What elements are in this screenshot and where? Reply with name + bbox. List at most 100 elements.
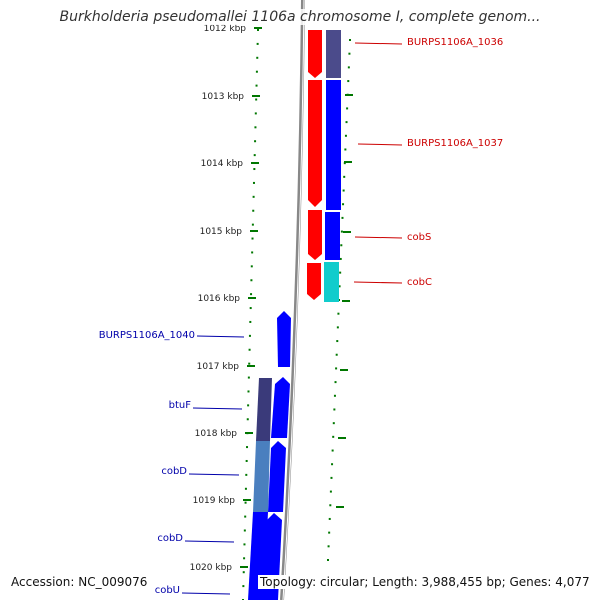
tick-dot [344,148,347,151]
gene-feature-reverse [253,441,270,512]
minor-tick [340,369,348,371]
tick-dot [255,84,258,87]
tick-dot [340,244,343,247]
gene-labels-layer: BURPS1106A_1036 BURPS1106A_1037 cobS cobC BU… [99,37,504,596]
tick-dot [335,353,338,356]
tick-dot [245,473,248,476]
tick-dot [342,203,345,206]
tick-dot [329,490,332,493]
tick-dot [256,42,259,45]
minor-tick [343,231,351,233]
ruler-tick [248,297,256,299]
tick-dot [242,585,245,588]
tick-dot [348,52,351,55]
tick-dot [329,504,332,507]
tick-dot [255,98,258,101]
tick-dot [343,175,346,178]
minor-tick [336,506,344,508]
tick-dot [252,209,255,212]
ruler-tick-label: 1012 kbp [204,24,247,34]
minor-tick [338,437,346,439]
tick-dot [251,237,254,240]
tick-dot [346,107,349,110]
tick-dot [248,348,251,351]
reverse-gene-label: btuF [169,400,192,411]
tick-dot [255,70,258,73]
tick-dot [347,66,350,69]
gene-feature-forward [308,210,322,260]
tick-dot [247,390,250,393]
tick-dot [251,251,254,254]
tick-dot [336,326,339,329]
tick-dot [345,121,348,124]
tick-dot [349,39,351,41]
tick-dot [250,293,253,296]
tick-dot [339,271,342,274]
tick-dot [333,408,336,411]
reverse-leader-line [192,407,243,410]
tick-dot [328,517,331,520]
backbone-arc [280,0,305,600]
backbone-layer [280,0,305,600]
forward-leader-line [353,281,403,284]
tick-dot [247,404,250,407]
tick-dot [244,487,247,490]
ruler-tick-label: 1014 kbp [201,159,244,169]
tick-dot [249,320,252,323]
reverse-leader-line [184,540,235,543]
ruler-tick-label: 1019 kbp [193,496,236,506]
gene-feature-forward [324,262,339,302]
tick-dot [250,279,253,282]
tick-dot [331,463,334,466]
gene-feature-forward [308,80,322,207]
gene-feature-forward [326,30,341,78]
tick-dot [251,223,254,226]
backbone-highlight [282,0,305,600]
gene-feature-reverse [271,377,290,438]
map-title: Burkholderia pseudomallei 1106a chromoso… [0,9,600,25]
gene-feature-forward [326,80,341,210]
tick-dot [347,80,350,83]
reverse-gene-label: BURPS1106A_1040 [99,330,195,341]
ruler-tick [254,27,262,29]
tick-dot [243,543,246,546]
forward-leader-line [354,236,403,239]
tick-dot [243,557,246,560]
tick-dot [254,126,257,129]
minor-tick [345,94,353,96]
ruler-tick-label: 1013 kbp [202,92,245,102]
tick-dot [242,571,245,574]
tick-dot [247,376,250,379]
accession-text: Accession: NC_009076 [9,575,150,589]
ruler-tick-label: 1020 kbp [190,563,233,573]
reverse-gene-label: cobD [157,533,183,544]
ruler-layer: 1012 kbp 1013 kbp 1014 kbp 1015 kbp 1016 kbp… [190,24,353,573]
tick-dot [248,362,251,365]
gene-feature-reverse [256,378,272,441]
tick-dot [244,501,247,504]
tick-dot [252,181,255,184]
gene-feature-reverse [277,311,291,367]
tick-dot [244,515,247,518]
ruler-tick-label: 1015 kbp [200,227,243,237]
tick-dot [248,334,251,337]
tick-dot [257,29,259,31]
ruler-tick-label: 1018 kbp [195,429,238,439]
genome-summary-text: Topology: circular; Length: 3,988,455 bp… [258,575,592,589]
ruler-tick [245,432,253,434]
ruler-tick [250,230,258,232]
gene-feature-forward [308,30,322,78]
forward-gene-label: BURPS1106A_1036 [407,37,503,48]
tick-dot [245,459,248,462]
tick-dot [327,559,329,561]
ruler-tick-label: 1016 kbp [198,294,241,304]
tick-dot [340,230,343,233]
reverse-gene-label: cobU [155,585,180,596]
minor-tick [342,300,350,302]
ruler-tick [240,566,248,568]
tick-dot [339,257,342,260]
gene-feature-forward [325,212,340,260]
tick-dot [335,367,338,370]
ruler-tick [243,499,251,501]
